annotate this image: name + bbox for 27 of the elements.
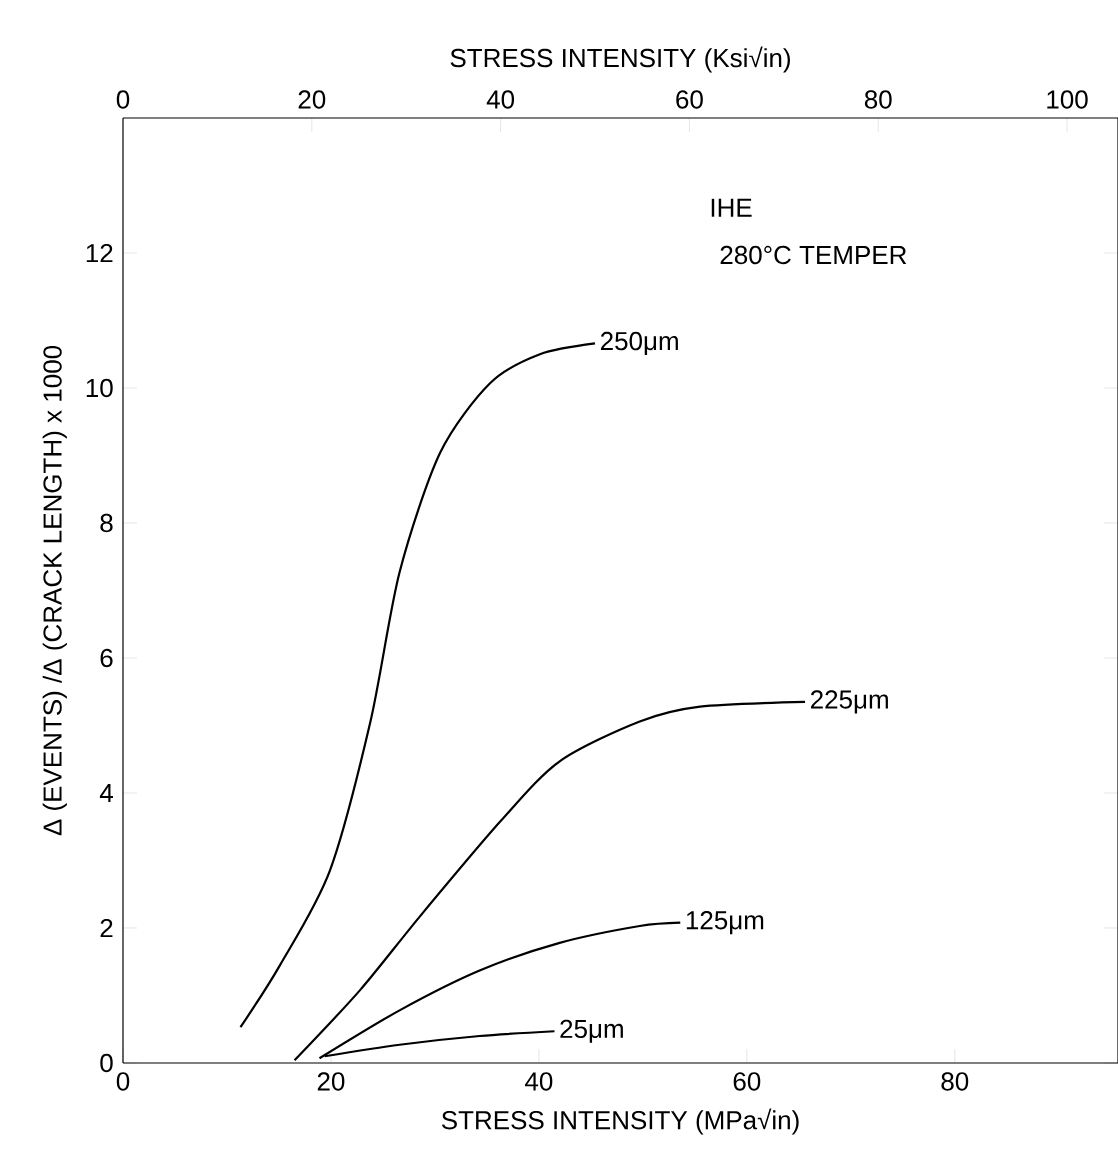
y-tick-label: 0: [100, 1053, 113, 1073]
y-tick-label: 12: [86, 243, 113, 263]
x-tick-label: 20: [317, 1072, 345, 1091]
x2-tick-label: 100: [1047, 90, 1088, 109]
x2-tick-label: 20: [298, 90, 326, 109]
annotation: 280°C TEMPER: [720, 245, 907, 265]
x-tick-label: 60: [733, 1072, 761, 1091]
y-axis-title: Δ (EVENTS) /Δ (CRACK LENGTH) x 1000: [42, 345, 67, 836]
x2-axis-title: STRESS INTENSITY (Ksi√in): [450, 46, 790, 73]
series-label: 125μm: [686, 911, 764, 935]
y-tick-label: 6: [100, 648, 113, 668]
x-tick-label: 40: [525, 1072, 553, 1091]
x-tick-label: 0: [116, 1072, 130, 1091]
x-axis-title: STRESS INTENSITY (MPa√in): [441, 1108, 799, 1135]
y-tick-label: 8: [100, 513, 113, 533]
y-tick-label: 10: [86, 378, 113, 398]
x2-tick-label: 0: [116, 90, 130, 109]
x2-tick-label: 60: [676, 90, 703, 109]
series-label: 250μm: [600, 331, 678, 356]
y-tick-label: 4: [99, 784, 113, 802]
x2-tick-label: 40: [486, 90, 515, 109]
series-label: 225μm: [810, 690, 888, 714]
series-label: 25μm: [560, 1019, 623, 1043]
annotation: IHE: [711, 198, 752, 217]
y-tick-label: 2: [100, 918, 113, 938]
x-tick-label: 80: [941, 1072, 969, 1091]
x2-tick-label: 80: [864, 90, 892, 109]
